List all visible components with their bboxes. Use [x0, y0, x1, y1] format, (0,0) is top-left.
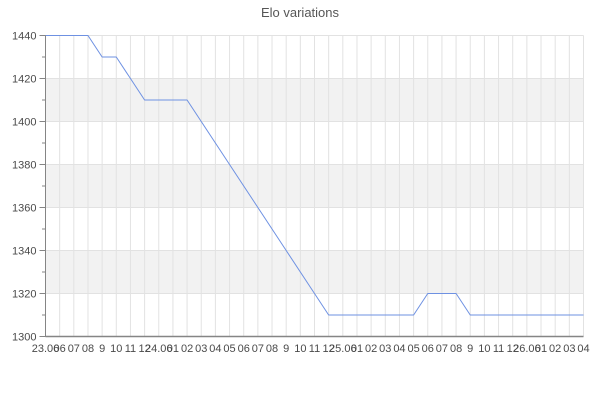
x-tick-label: 23.06	[32, 343, 60, 355]
y-tick-label: 1360	[12, 203, 36, 215]
x-tick-label: 06	[54, 343, 66, 355]
x-tick-label: 02	[365, 343, 377, 355]
x-tick-label: 07	[68, 343, 80, 355]
x-tick-label: 05	[407, 343, 419, 355]
x-tick-label: 24.06	[145, 343, 173, 355]
x-tick-label: 04	[209, 343, 221, 355]
x-tick-label: 01	[167, 343, 179, 355]
x-tick-label: 25.06	[329, 343, 357, 355]
x-tick-label: 06	[238, 343, 250, 355]
x-tick-label: 11	[493, 343, 504, 355]
x-tick-label: 07	[252, 343, 264, 355]
y-tick-label: 1420	[12, 74, 36, 86]
x-tick-label: 12	[323, 343, 335, 355]
x-tick-label: 07	[436, 343, 448, 355]
x-tick-label: 9	[467, 343, 473, 355]
x-tick-label: 10	[110, 343, 122, 355]
elo-line-series	[45, 35, 584, 316]
x-tick-label: 02	[549, 343, 561, 355]
y-tick-label: 1440	[12, 31, 36, 43]
x-tick-label: 06	[422, 343, 434, 355]
y-tick-label: 1300	[12, 332, 36, 344]
x-tick-label: 10	[294, 343, 306, 355]
x-tick-label: 08	[82, 343, 94, 355]
x-tick-label: 04	[393, 343, 405, 355]
x-tick-label: 01	[351, 343, 363, 355]
x-tick-label: 02	[181, 343, 193, 355]
x-tick-label: 9	[283, 343, 289, 355]
x-tick-label: 11	[125, 343, 136, 355]
x-tick-label: 12	[507, 343, 519, 355]
x-tick-label: 04	[577, 343, 589, 355]
x-tick-label: 03	[195, 343, 207, 355]
x-tick-label: 12	[138, 343, 150, 355]
x-tick-label: 08	[450, 343, 462, 355]
x-tick-label: 9	[99, 343, 105, 355]
x-tick-label: 26.06	[513, 343, 541, 355]
x-tick-label: 03	[379, 343, 391, 355]
y-tick-label: 1320	[12, 289, 36, 301]
x-tick-label: 01	[535, 343, 547, 355]
x-tick-label: 03	[563, 343, 575, 355]
y-tick-label: 1340	[12, 246, 36, 258]
chart-title: Elo variations	[260, 5, 340, 20]
x-tick-label: 08	[266, 343, 278, 355]
x-tick-label: 10	[478, 343, 490, 355]
y-tick-label: 1380	[12, 160, 36, 172]
x-tick-label: 11	[309, 343, 320, 355]
x-tick-label: 05	[223, 343, 235, 355]
y-tick-label: 1400	[12, 117, 36, 129]
